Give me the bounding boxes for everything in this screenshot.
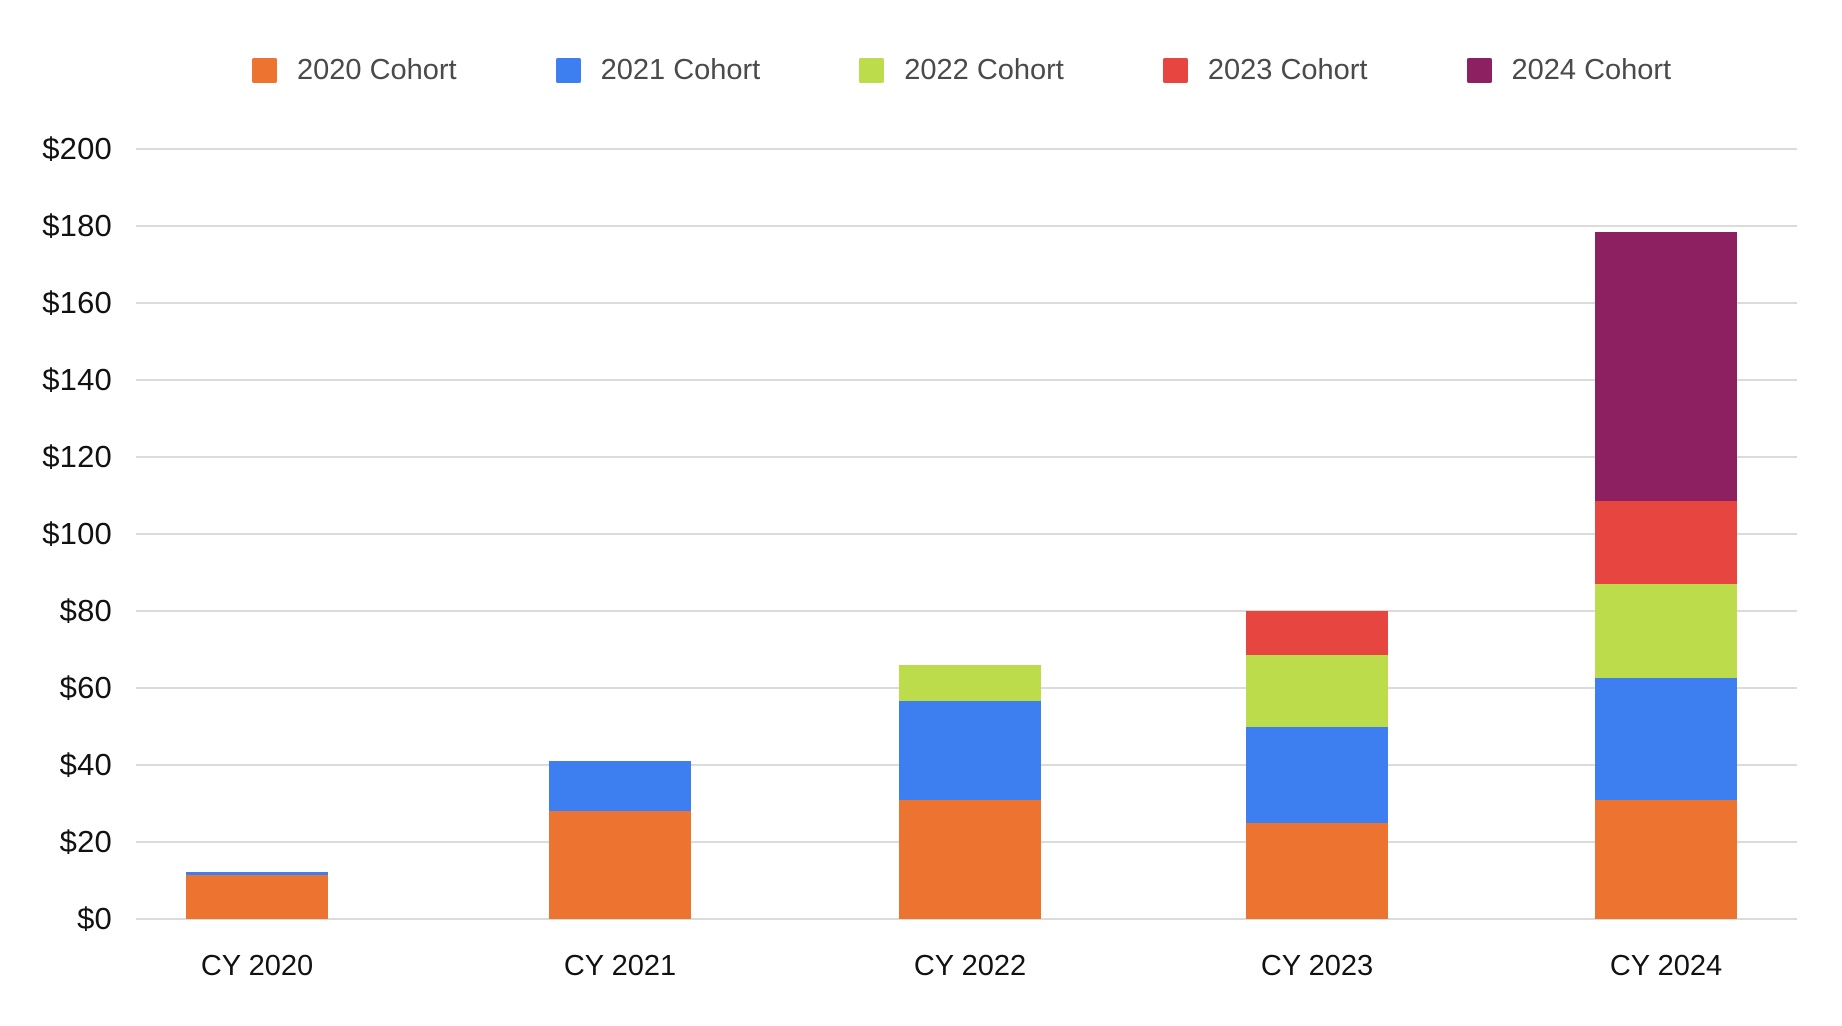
x-axis-label: CY 2021	[563, 950, 677, 982]
bar-cy-2020	[186, 872, 328, 919]
y-axis-tick-label: $20	[59, 824, 112, 859]
y-axis-tick-label: $100	[42, 516, 112, 551]
y-axis-tick-label: $180	[42, 208, 112, 243]
legend-label: 2024 Cohort	[1511, 54, 1672, 86]
legend-swatch-icon	[1162, 58, 1188, 83]
gridline-200	[136, 148, 1797, 150]
bar-segment-2020-cohort	[186, 874, 328, 919]
bar-cy-2021	[549, 761, 691, 919]
legend-swatch-icon	[1466, 58, 1492, 83]
legend-item-2023-cohort: 2023 Cohort	[1162, 54, 1368, 86]
x-axis-label: CY 2022	[913, 950, 1027, 982]
bar-cy-2022	[899, 664, 1041, 919]
gridline-100	[136, 533, 1797, 535]
legend-label: 2020 Cohort	[297, 54, 457, 86]
legend-label: 2022 Cohort	[904, 54, 1064, 86]
bar-segment-2021-cohort	[899, 701, 1041, 800]
legend-item-2021-cohort: 2021 Cohort	[555, 54, 761, 86]
bar-segment-2022-cohort	[1595, 584, 1737, 679]
bar-segment-2020-cohort	[549, 811, 691, 919]
y-axis-tick-label: $120	[42, 439, 112, 474]
bar-segment-2023-cohort	[1595, 501, 1737, 585]
bar-segment-2020-cohort	[899, 799, 1041, 919]
bar-cy-2024	[1595, 231, 1737, 919]
chart-legend: 2020 Cohort 2021 Cohort 2022 Cohort 2023 Co…	[252, 56, 1671, 85]
bar-segment-2021-cohort	[186, 872, 328, 875]
bar-segment-2023-cohort	[1246, 611, 1388, 656]
legend-item-2022-cohort: 2022 Cohort	[859, 56, 1064, 85]
y-axis-tick-label: $80	[59, 593, 112, 628]
bar-segment-2022-cohort	[899, 664, 1041, 702]
legend-swatch-icon	[859, 58, 885, 83]
y-axis-tick-label: $40	[59, 747, 112, 782]
y-axis-tick-label: $140	[42, 362, 112, 397]
gridline-120	[136, 456, 1797, 458]
bar-segment-2022-cohort	[1246, 655, 1388, 727]
x-axis-label: CY 2020	[200, 950, 314, 982]
y-axis-tick-label: $0	[77, 901, 112, 936]
bar-cy-2023	[1246, 611, 1388, 919]
y-axis-tick-label: $200	[42, 131, 112, 166]
gridline-0	[136, 918, 1797, 920]
legend-item-2020-cohort: 2020 Cohort	[252, 56, 457, 85]
x-axis-label: CY 2024	[1609, 950, 1723, 982]
gridline-140	[136, 379, 1797, 381]
legend-label: 2021 Cohort	[600, 54, 761, 86]
bar-segment-2021-cohort	[1595, 678, 1737, 800]
x-axis-label: CY 2023	[1260, 950, 1374, 982]
bar-segment-2020-cohort	[1595, 799, 1737, 919]
y-axis-tick-label: $160	[42, 285, 112, 320]
y-axis-tick-label: $60	[59, 670, 112, 705]
gridline-80	[136, 610, 1797, 612]
gridline-180	[136, 225, 1797, 227]
legend-label: 2023 Cohort	[1207, 54, 1368, 86]
legend-item-2024-cohort: 2024 Cohort	[1466, 54, 1672, 86]
bar-segment-2024-cohort	[1595, 231, 1737, 502]
bar-segment-2020-cohort	[1246, 822, 1388, 919]
legend-swatch-icon	[555, 58, 581, 83]
bar-segment-2021-cohort	[1246, 726, 1388, 823]
bar-segment-2021-cohort	[549, 761, 691, 812]
legend-swatch-icon	[252, 58, 277, 83]
gridline-160	[136, 302, 1797, 304]
